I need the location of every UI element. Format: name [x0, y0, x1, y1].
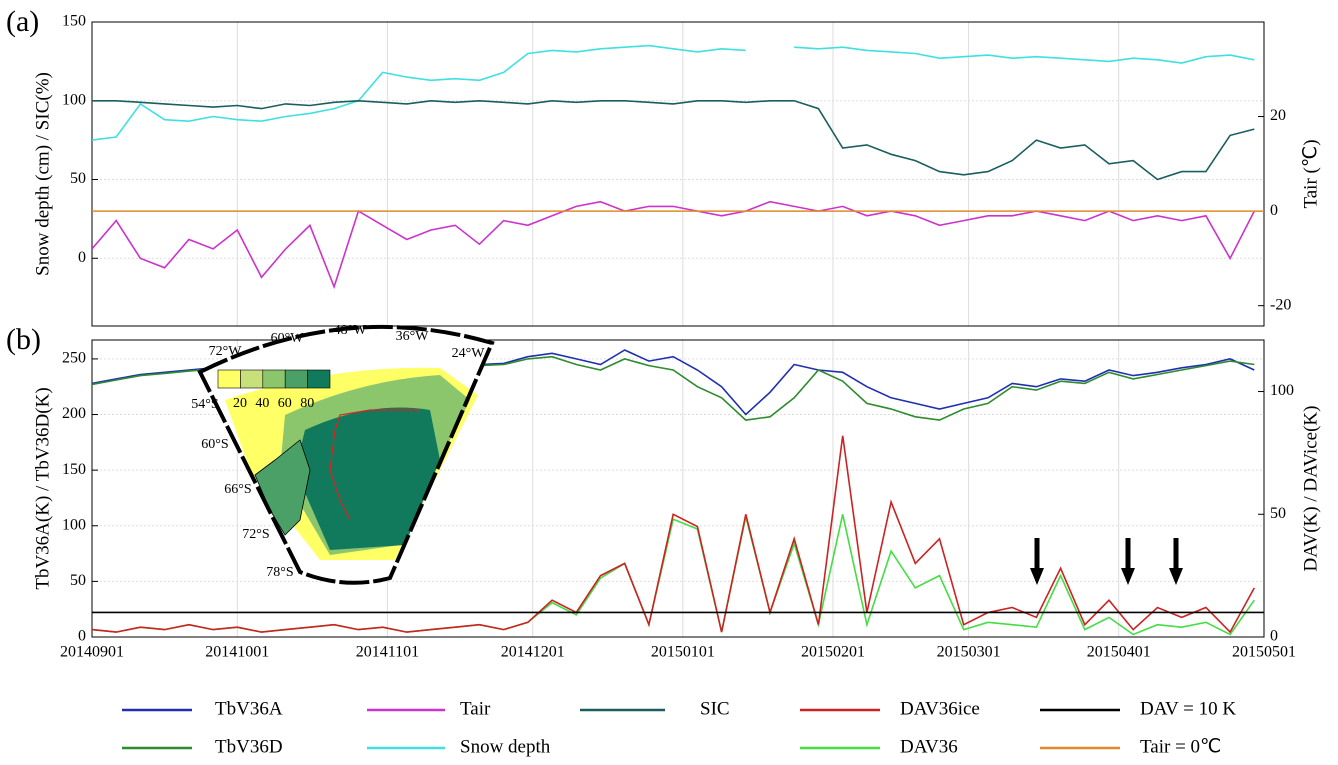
colorbar-tick-label: 80	[300, 396, 314, 411]
latitude-label: 66°S	[224, 482, 251, 497]
arrow-head	[1121, 568, 1135, 585]
longitude-label: 48°W	[334, 323, 368, 338]
colorbar-box	[307, 369, 331, 389]
y2-tick-label: 0	[1270, 202, 1278, 219]
colorbar-box	[262, 369, 286, 389]
colorbar-tick-label: 40	[255, 396, 269, 411]
latitude-label: 60°S	[201, 437, 228, 452]
arrow-head	[1169, 568, 1183, 585]
legend-label: TbV36D	[215, 736, 283, 757]
y-tick-label: 100	[62, 91, 86, 108]
y2-tick-label: 0	[1270, 628, 1278, 645]
arrow-shaft	[1125, 538, 1131, 570]
series-line	[92, 44, 746, 141]
y-tick-label: 250	[62, 350, 86, 367]
x-tick-label: 20141101	[356, 644, 419, 661]
legend-label: Snow depth	[460, 736, 551, 757]
colorbar-box	[217, 369, 241, 389]
y-axis-label: TbV36A(K) / TbV36D(K)	[32, 387, 53, 589]
x-tick-label: 20150101	[651, 644, 715, 661]
x-tick-label: 20150201	[801, 644, 865, 661]
inset-map: 20 40 60 80 72°W 60°W 48°W 36°W 24°W 54°S 60°S 66°S…	[191, 323, 495, 585]
legend-label: SIC	[700, 698, 730, 719]
track	[329, 409, 420, 521]
legend-label: TbV36A	[215, 698, 283, 719]
legend-label: DAV = 10 K	[1140, 698, 1236, 719]
y-tick-label: 100	[62, 516, 86, 533]
colorbar-tick-label: 60	[278, 396, 292, 411]
series-line	[92, 200, 1256, 290]
longitude-label: 72°W	[209, 344, 243, 359]
colorbar-box	[240, 369, 264, 389]
colorbar-tick-label: 20	[233, 396, 247, 411]
y-tick-label: 200	[62, 405, 86, 422]
map-frame	[197, 324, 495, 585]
colorbar-box	[284, 369, 308, 389]
y-axis-label: Snow depth (cm) / SIC(%)	[32, 72, 53, 276]
x-tick-label: 20150301	[937, 644, 1001, 661]
series-line	[92, 99, 1255, 181]
peninsula	[254, 439, 311, 536]
y-tick-label: 50	[70, 170, 86, 187]
series-line	[92, 435, 1256, 634]
y2-tick-label: 20	[1270, 107, 1286, 124]
x-tick-label: 20150401	[1087, 644, 1151, 661]
y-tick-label: 50	[70, 572, 86, 589]
y-tick-label: 150	[62, 461, 86, 478]
y2-tick-label: 50	[1270, 505, 1286, 522]
panel-label: (a)	[6, 5, 39, 38]
legend-label: DAV36	[900, 736, 958, 757]
ice-high	[295, 407, 440, 550]
plot-frame	[91, 339, 1265, 638]
latitude-label: 72°S	[242, 527, 269, 542]
y2-axis-label: DAV(K) / DAVice(K)	[1300, 406, 1321, 572]
longitude-label: 60°W	[271, 331, 305, 346]
longitude-label: 36°W	[396, 329, 430, 344]
legend-label: Tair	[460, 698, 491, 719]
x-tick-label: 20141001	[205, 644, 269, 661]
y2-tick-label: 100	[1270, 382, 1294, 399]
y2-axis-label: Tair (℃)	[1300, 139, 1321, 208]
x-tick-label: 20141201	[501, 644, 565, 661]
arrow-shaft	[1034, 538, 1040, 570]
y2-tick-label: -20	[1270, 296, 1291, 313]
legend-label: Tair = 0℃	[1140, 736, 1221, 757]
arrow-head	[1030, 568, 1044, 585]
plot-frame	[91, 21, 1265, 327]
y-tick-label: 0	[78, 249, 86, 266]
y-tick-label: 150	[62, 13, 86, 30]
longitude-label: 24°W	[452, 346, 486, 361]
series-line	[794, 46, 1255, 64]
y-tick-label: 0	[78, 628, 86, 645]
arrow-shaft	[1173, 538, 1179, 570]
latitude-label: 78°S	[266, 565, 293, 580]
legend-label: DAV36ice	[900, 698, 980, 719]
x-tick-label: 20150501	[1232, 644, 1296, 661]
latitude-label: 54°S	[191, 397, 218, 412]
x-tick-label: 20140901	[60, 644, 124, 661]
panel-label: (b)	[6, 323, 41, 356]
